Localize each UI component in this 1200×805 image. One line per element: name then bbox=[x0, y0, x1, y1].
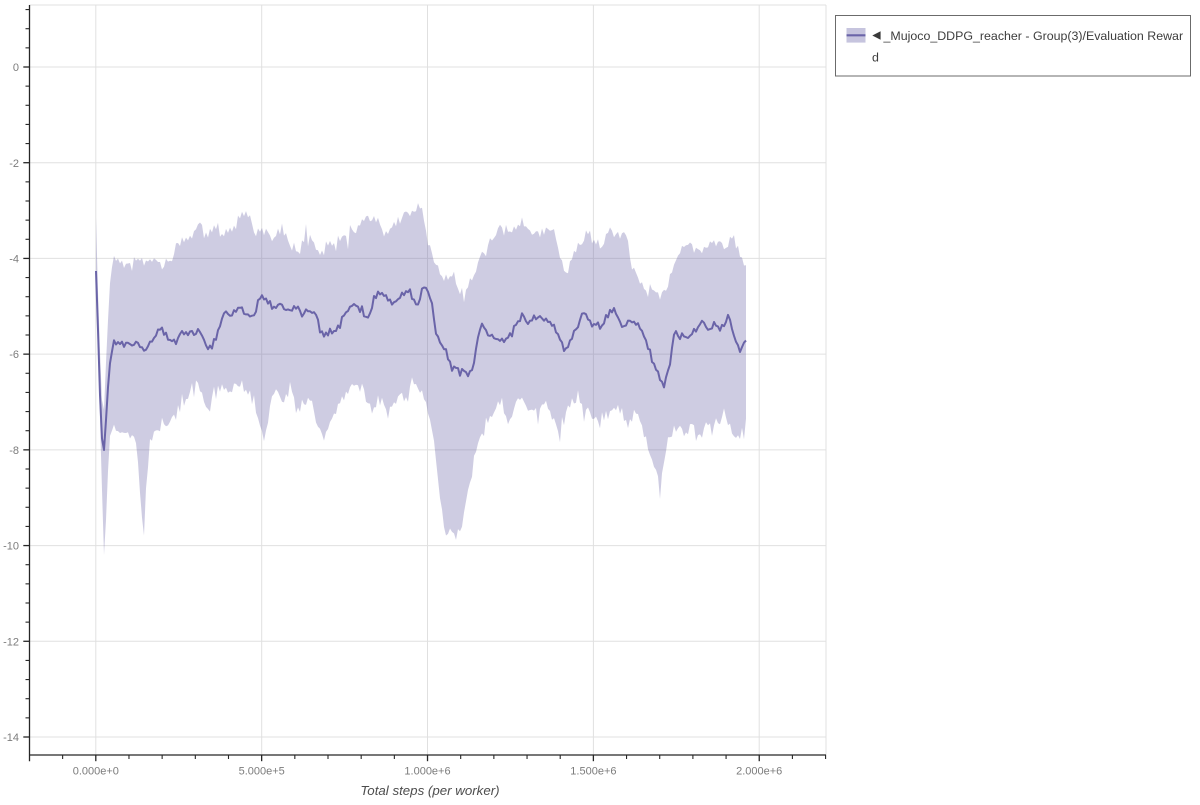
svg-text:-8: -8 bbox=[9, 445, 19, 457]
svg-text:1.500e+6: 1.500e+6 bbox=[570, 766, 616, 778]
svg-text:-4: -4 bbox=[9, 254, 19, 266]
svg-text:-14: -14 bbox=[3, 732, 19, 744]
svg-text:5.000e+5: 5.000e+5 bbox=[239, 766, 285, 778]
svg-text:-12: -12 bbox=[3, 636, 19, 648]
svg-text:-6: -6 bbox=[9, 349, 19, 361]
svg-text:1.000e+6: 1.000e+6 bbox=[404, 766, 450, 778]
svg-text:0: 0 bbox=[13, 62, 19, 74]
svg-text:2.000e+6: 2.000e+6 bbox=[736, 766, 782, 778]
svg-text:_Mujoco_DDPG_reacher - Group(3: _Mujoco_DDPG_reacher - Group(3)/Evaluati… bbox=[883, 29, 1184, 43]
svg-text:-10: -10 bbox=[3, 541, 19, 553]
svg-text:d: d bbox=[872, 50, 879, 64]
svg-text:-2: -2 bbox=[9, 158, 19, 170]
svg-text:Total steps (per worker): Total steps (per worker) bbox=[360, 783, 499, 798]
svg-text:0.000e+0: 0.000e+0 bbox=[73, 766, 119, 778]
